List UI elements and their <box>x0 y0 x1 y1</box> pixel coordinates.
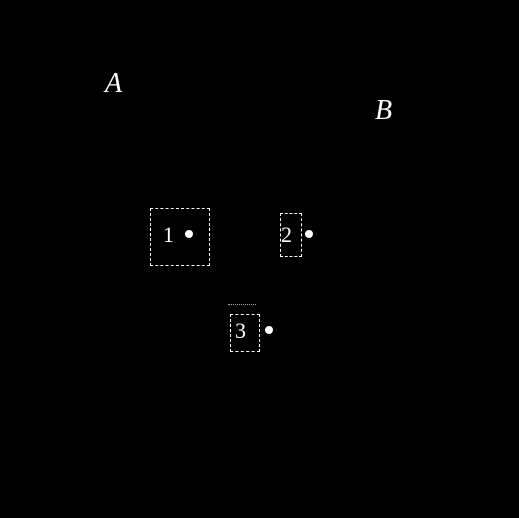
label-a: A <box>105 68 122 100</box>
node-1-dot <box>185 230 193 238</box>
label-b: B <box>375 95 392 127</box>
node-3-topdash <box>228 304 256 305</box>
node-2-dot <box>305 230 313 238</box>
node-3-number: 3 <box>235 318 246 344</box>
node-2-number: 2 <box>281 222 292 248</box>
diagram-canvas: A B 1 2 3 <box>0 0 519 518</box>
node-1-number: 1 <box>163 222 174 248</box>
node-1-box <box>150 208 210 266</box>
node-3-dot <box>265 326 273 334</box>
